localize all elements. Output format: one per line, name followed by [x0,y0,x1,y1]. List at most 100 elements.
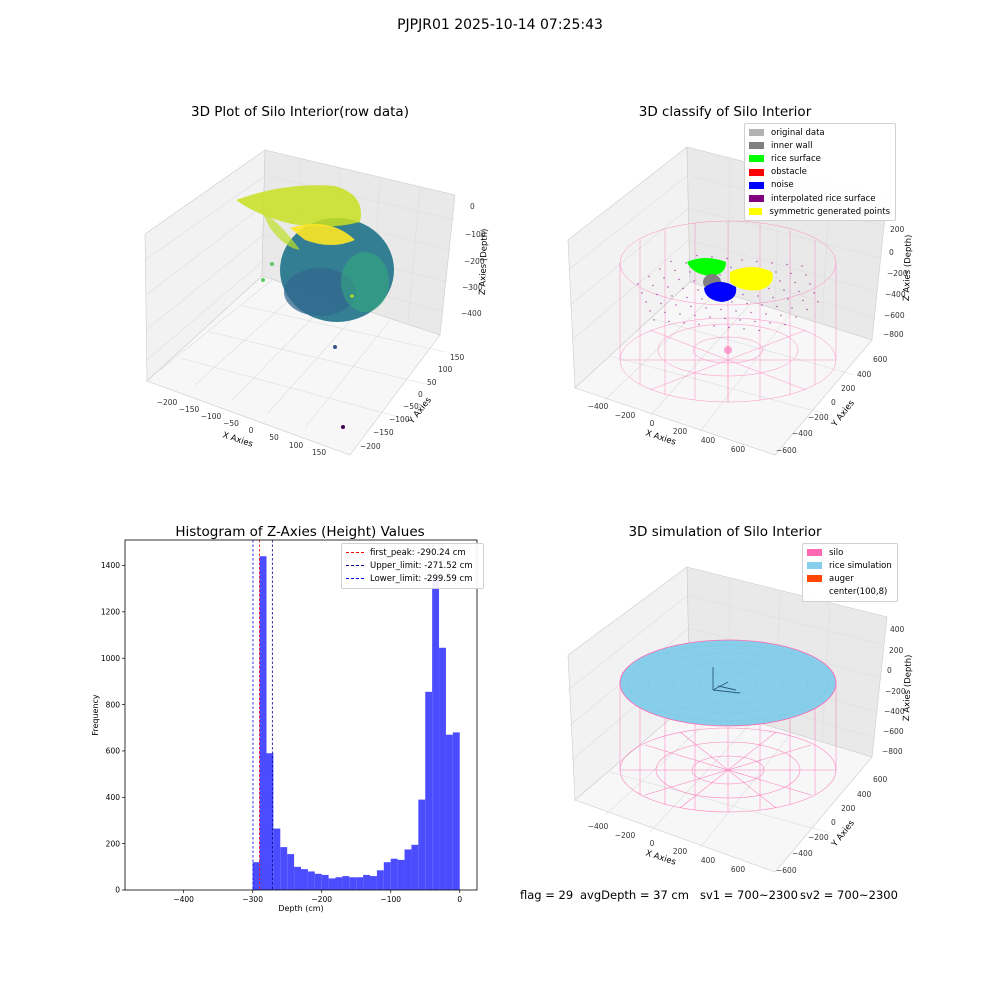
interpolated-dot [693,280,695,282]
panel1-x-tick: 0 [249,426,254,435]
interpolated-dot [724,317,726,320]
panel1-x-tick: −150 [179,405,200,414]
sv2-text: sv2 = 700~2300 [800,888,898,902]
panel1-title: 3D Plot of Silo Interior(row data) [191,104,409,120]
panel2-y-tick: −600 [776,446,797,455]
panel2-y-tick: 0 [831,398,836,407]
panel1-z-ticks: 0 −100 −200 −300 −400 [461,202,486,318]
interpolated-dot [656,293,658,296]
legend-label: noise [771,180,794,191]
interpolated-dot [698,323,700,326]
y-tick-label: 200 [106,839,121,848]
histogram-bar [452,732,460,890]
interpolated-dot [742,293,744,296]
histogram-bar [397,859,405,890]
legend-entry: inner wall [749,139,890,152]
panel4-x-tick: −400 [588,822,609,831]
panel1-y-tick: −150 [373,428,394,437]
interpolated-dot [660,302,662,305]
panel4-z-tick: −400 [884,707,905,716]
panel4-z-ticks: 400 200 0 −200 −400 −600 −800 [882,625,906,756]
panel4-z-tick: −800 [882,747,903,756]
panel4-silo-wireframe [619,680,837,813]
legend-label: symmetric generated points [769,206,890,217]
panel4-y-tick: 400 [857,790,872,799]
legend-entry: rice surface [749,152,890,165]
panel1-y-tick: 150 [450,353,465,362]
panel1-x-ticks: −200 −150 −100 −50 0 50 100 150 [157,398,327,457]
legend-entry: Lower_limit: -299.59 cm [346,572,478,585]
histogram-bar [445,734,453,890]
legend-swatch [749,208,763,216]
panel1-x-tick: 100 [289,441,304,450]
panel2-y-ticks: 600 400 200 0 −200 −400 −600 [776,355,888,455]
panel4-y-tick: −400 [792,849,813,858]
histogram-bar [356,877,364,890]
legend-swatch [749,155,764,163]
panel2-z-tick: −400 [885,290,906,299]
avg-depth-text: avgDepth = 37 cm [580,888,689,902]
interpolated-dot [674,269,676,272]
interpolated-dot [780,314,782,317]
histogram-bar [376,870,384,890]
panel2-z-ticks: 200 0 −200 −400 −600 −800 [883,225,908,339]
sv1-text: sv1 = 700~2300 [700,888,798,902]
panel1-x-tick: 50 [269,433,279,442]
interpolated-dot [794,281,796,284]
interpolated-dot [649,310,651,312]
legend-entry: rice simulation [807,559,892,572]
legend-entry: auger [807,572,892,585]
panel1-scatter-points [236,185,394,429]
histogram-bar [266,753,274,890]
interpolated-dot [696,254,698,257]
panel1-3d-scatter: −200 −150 −100 −50 0 50 100 150 150 100 … [144,149,490,457]
histogram-bar [390,858,398,890]
histogram-bar [349,877,357,890]
interpolated-dot [670,260,672,263]
y-tick-label: 1400 [101,561,120,570]
panel2-x-tick: 200 [673,427,688,436]
interpolated-dot [653,319,655,321]
interpolated-dot [735,310,737,312]
interpolated-dot [758,329,760,332]
legend-entry: center(100,8) [807,586,892,599]
panel4-title: 3D simulation of Silo Interior [628,524,822,540]
panel2-y-tick: 400 [857,370,872,379]
interpolated-dot [754,320,756,323]
histogram-bar [335,877,343,890]
legend-swatch [749,129,764,137]
interpolated-dot [719,274,721,276]
interpolated-dot [776,305,778,308]
panel1-x-tick: 150 [312,448,327,457]
interpolated-dot [720,308,722,311]
histogram-bar [439,647,446,890]
interpolated-dot [769,322,771,324]
panel1-z-tick: −200 [464,257,485,266]
panel1-z-label: Z Axies (Depth) [478,228,490,295]
y-tick-label: 600 [106,747,121,756]
panel2-y-tick: −200 [808,413,829,422]
legend-label: silo [829,547,844,558]
legend-swatch [749,168,764,176]
histogram-bar [314,873,322,890]
legend-label: Upper_limit: -271.52 cm [370,560,473,571]
panel4-x-tick: 600 [731,865,746,874]
y-tick-label: 0 [115,886,120,895]
legend-entry: first_peak: -290.24 cm [346,546,478,559]
histogram-y-ticks: 0 200 400 600 800 1000 1200 1400 [101,561,125,895]
panel1-x-tick: −50 [223,419,239,428]
panel3-histogram: −400 −300 −200 −100 0 0 200 400 600 800 1000 1200 1… [91,539,478,913]
interpolated-dot [746,302,748,305]
interpolated-dot [731,301,733,303]
interpolated-dot [813,292,815,294]
legend-swatch [749,142,764,150]
legend-swatch [807,549,822,557]
panel1-y-tick: −100 [389,415,410,424]
panel4-auger [712,667,741,694]
panel2-z-tick: −600 [884,311,905,320]
legend-label: original data [771,127,825,138]
panel4-z-tick: −200 [885,687,906,696]
interpolated-dot [756,260,758,263]
interpolated-dot [741,259,743,261]
interpolated-dot [709,316,711,318]
